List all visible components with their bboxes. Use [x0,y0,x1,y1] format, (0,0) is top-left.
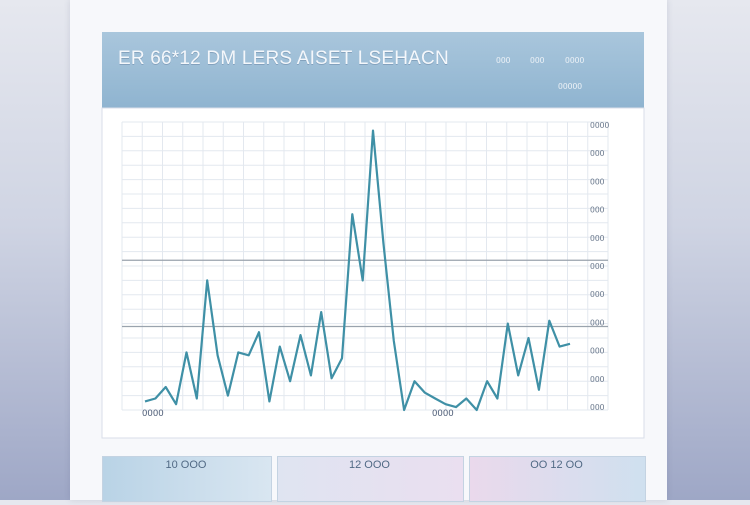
summary-card-1-label: 10 ООО [165,459,207,471]
summary-card-3-label: ОО 12 ОО [530,459,583,471]
y-tick-label: ОООО [590,121,609,130]
y-tick-label: ООО [590,318,605,327]
chart-grid [121,121,609,411]
chart-header [102,32,644,108]
chart-title: ER 66*12 DM LERS AISET LSEHACN [118,48,449,69]
x-tick-label: ОООО [432,409,454,419]
x-tick-labels: ОООО ОООО [142,409,454,419]
y-tick-label: ООО [590,234,605,243]
series-group [144,129,571,412]
summary-card-2[interactable] [277,456,464,502]
y-tick-label: ООО [590,262,605,271]
header-meta-2: ООО [530,56,545,65]
header-meta-4: ООООО [558,82,583,91]
series-line [144,129,571,412]
y-tick-label: ООО [590,290,605,299]
y-tick-label: ООО [590,206,605,215]
y-tick-label: ООО [590,375,605,384]
x-tick-label: ОООО [142,409,164,419]
summary-card-2-label: 12 ООО [349,459,390,471]
y-tick-label: ООО [590,403,605,412]
header-meta-3: ОООО [565,56,585,65]
summary-card-1[interactable] [102,456,272,502]
y-tick-label: ООО [590,177,605,186]
y-tick-label: ООО [590,149,605,158]
header-meta-1: ООО [496,56,511,65]
summary-card-3[interactable] [469,456,646,502]
plot-frame [101,107,645,439]
y-tick-label: ООО [590,347,605,356]
